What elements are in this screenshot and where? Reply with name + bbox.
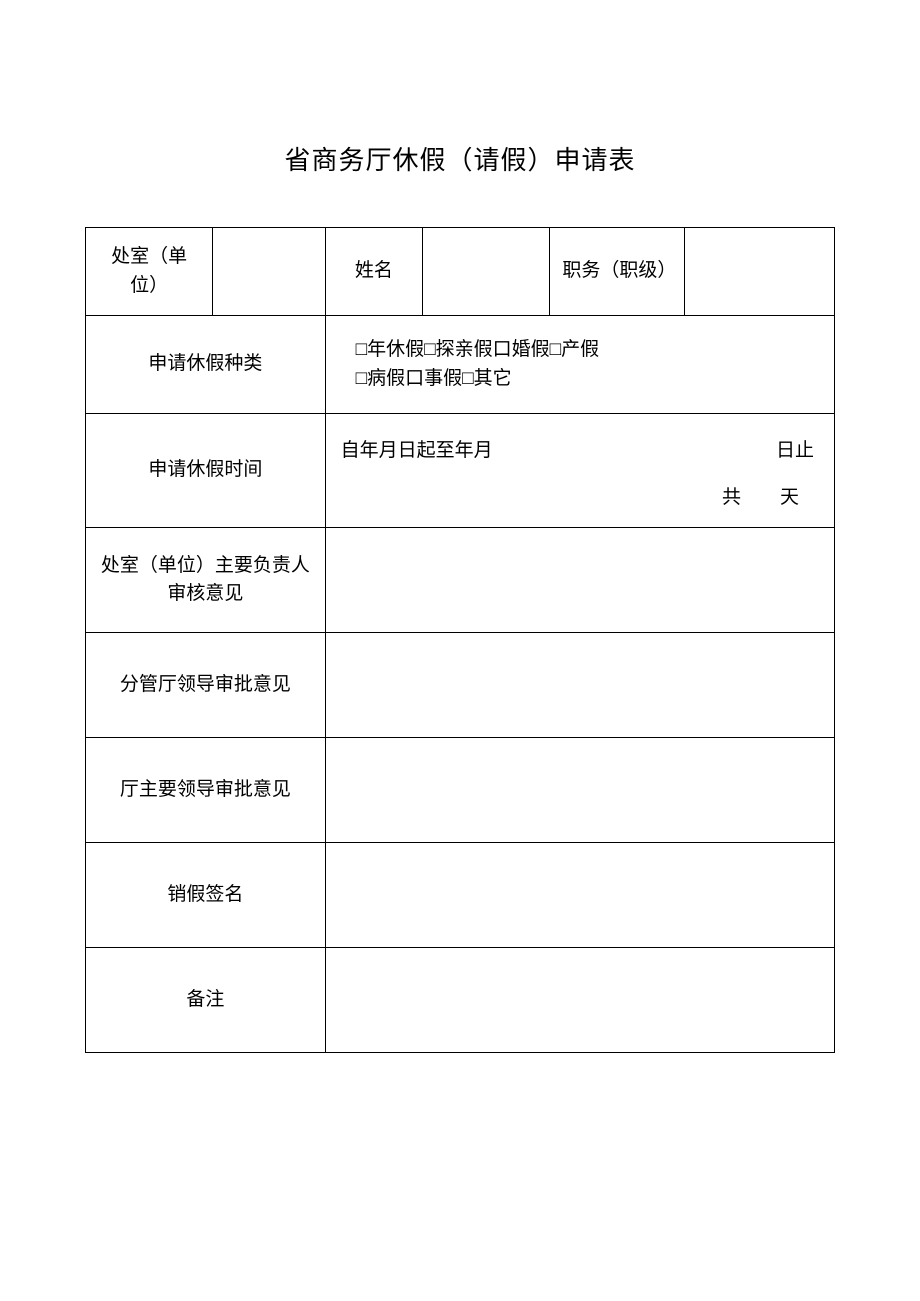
- position-value[interactable]: [685, 228, 835, 316]
- leave-types-line1: □年休假□探亲假口婚假□产假: [356, 336, 804, 365]
- remarks-row: 备注: [86, 948, 835, 1053]
- name-label: 姓名: [325, 228, 422, 316]
- form-title: 省商务厅休假（请假）申请表: [85, 140, 835, 177]
- leave-type-options[interactable]: □年休假□探亲假口婚假□产假 □病假口事假□其它: [325, 316, 834, 414]
- basic-info-row: 处室（单位） 姓名 职务（职级）: [86, 228, 835, 316]
- main-approval-row: 厅主要领导审批意见: [86, 738, 835, 843]
- main-approval-label: 厅主要领导审批意见: [86, 738, 326, 843]
- dept-label: 处室（单位）: [86, 228, 213, 316]
- position-label: 职务（职级）: [550, 228, 685, 316]
- page-container: 省商务厅休假（请假）申请表 处室（单位） 姓名 职务（职级） 申请休假种类 □年…: [0, 0, 920, 1053]
- leave-end-text: 日止: [776, 437, 814, 466]
- leave-time-range: 自年月日起至年月 日止: [341, 437, 814, 466]
- name-value[interactable]: [423, 228, 550, 316]
- leave-types-line2: □病假口事假□其它: [356, 365, 804, 394]
- leave-application-table: 处室（单位） 姓名 职务（职级） 申请休假种类 □年休假□探亲假口婚假□产假 □…: [85, 227, 835, 1053]
- leave-time-value[interactable]: 自年月日起至年月 日止 共 天: [325, 414, 834, 528]
- remarks-value[interactable]: [325, 948, 834, 1053]
- return-signature-value[interactable]: [325, 843, 834, 948]
- remarks-label: 备注: [86, 948, 326, 1053]
- deputy-approval-row: 分管厅领导审批意见: [86, 633, 835, 738]
- leave-type-label: 申请休假种类: [86, 316, 326, 414]
- deputy-approval-value[interactable]: [325, 633, 834, 738]
- return-signature-label: 销假签名: [86, 843, 326, 948]
- dept-review-label: 处室（单位）主要负责人审核意见: [86, 528, 326, 633]
- main-approval-value[interactable]: [325, 738, 834, 843]
- leave-type-row: 申请休假种类 □年休假□探亲假口婚假□产假 □病假口事假□其它: [86, 316, 835, 414]
- return-signature-row: 销假签名: [86, 843, 835, 948]
- leave-start-text: 自年月日起至年月: [341, 437, 493, 466]
- leave-time-row: 申请休假时间 自年月日起至年月 日止 共 天: [86, 414, 835, 528]
- deputy-approval-label: 分管厅领导审批意见: [86, 633, 326, 738]
- dept-review-value[interactable]: [325, 528, 834, 633]
- leave-total-days: 共 天: [341, 484, 814, 513]
- dept-review-row: 处室（单位）主要负责人审核意见: [86, 528, 835, 633]
- dept-value[interactable]: [213, 228, 325, 316]
- leave-time-label: 申请休假时间: [86, 414, 326, 528]
